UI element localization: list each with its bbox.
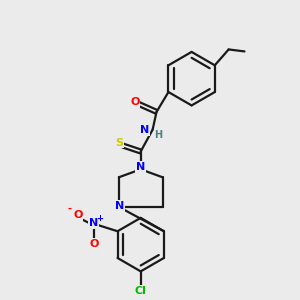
Text: N: N (89, 218, 98, 228)
Text: N: N (136, 162, 145, 172)
Text: Cl: Cl (135, 286, 147, 296)
Text: H: H (154, 130, 163, 140)
Text: O: O (130, 97, 140, 107)
Text: +: + (96, 214, 103, 223)
Text: S: S (115, 138, 123, 148)
Text: O: O (89, 239, 98, 249)
Text: O: O (73, 210, 83, 220)
Text: -: - (68, 203, 72, 214)
Text: N: N (140, 125, 149, 135)
Text: N: N (115, 201, 124, 211)
